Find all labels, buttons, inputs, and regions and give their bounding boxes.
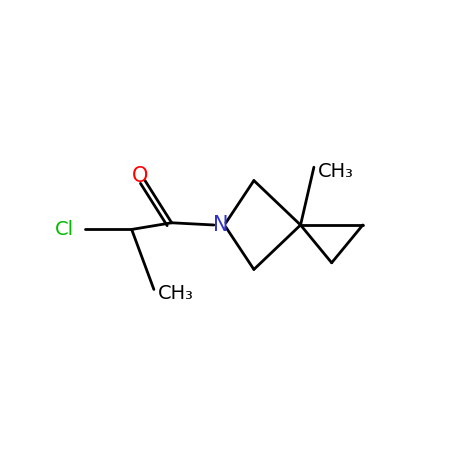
Text: CH₃: CH₃	[158, 284, 194, 303]
Text: CH₃: CH₃	[318, 162, 354, 181]
Text: Cl: Cl	[55, 220, 74, 239]
Text: N: N	[213, 215, 228, 235]
Text: O: O	[132, 166, 149, 186]
